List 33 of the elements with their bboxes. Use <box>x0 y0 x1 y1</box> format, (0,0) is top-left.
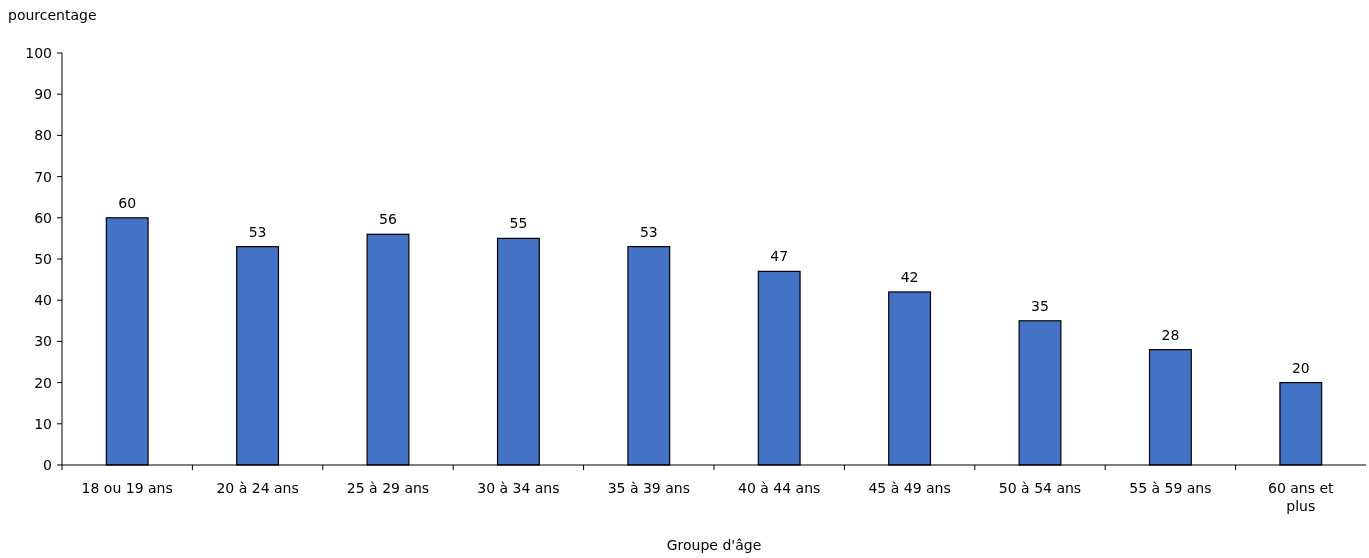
x-tick-label: 55 à 59 ans <box>1129 480 1212 496</box>
x-tick-label: 25 à 29 ans <box>346 480 430 496</box>
y-tick-label: 50 <box>34 250 52 267</box>
x-tick-label: 60 ans et plus <box>1268 480 1335 514</box>
y-tick-label: 40 <box>34 292 52 309</box>
x-tick-label: 40 à 44 ans <box>738 480 821 496</box>
x-axis-title: Groupe d'âge <box>666 537 762 553</box>
y-tick-label: 0 <box>43 456 52 473</box>
x-tick-label: 35 à 39 ans <box>607 480 690 496</box>
data-label: 60 <box>118 194 137 211</box>
x-tick-label: 45 à 49 ans <box>868 480 951 496</box>
data-label: 53 <box>248 223 267 240</box>
data-label: 42 <box>900 268 919 285</box>
y-tick-label: 80 <box>34 127 52 144</box>
y-tick-label: 100 <box>25 44 52 61</box>
y-tick-label: 10 <box>34 415 52 432</box>
y-tick-label: 90 <box>34 86 52 103</box>
data-label: 56 <box>379 211 397 228</box>
y-axis-title: pourcentage <box>8 7 97 23</box>
y-tick-label: 30 <box>34 333 52 350</box>
x-tick-label: 30 à 34 ans <box>477 480 560 496</box>
data-label: 35 <box>1031 297 1049 314</box>
x-tick-label: 50 à 54 ans <box>998 480 1082 496</box>
y-tick-label: 60 <box>34 209 52 226</box>
data-label: 53 <box>639 223 658 240</box>
x-tick-label: 18 ou 19 ans <box>81 480 173 496</box>
x-tick-label: 20 à 24 ans <box>216 480 299 496</box>
data-label: 20 <box>1291 359 1310 376</box>
data-label: 28 <box>1161 326 1180 343</box>
y-tick-label: 20 <box>34 374 52 391</box>
data-label: 47 <box>770 248 789 265</box>
data-label: 55 <box>509 215 528 232</box>
y-tick-label: 70 <box>34 168 52 185</box>
